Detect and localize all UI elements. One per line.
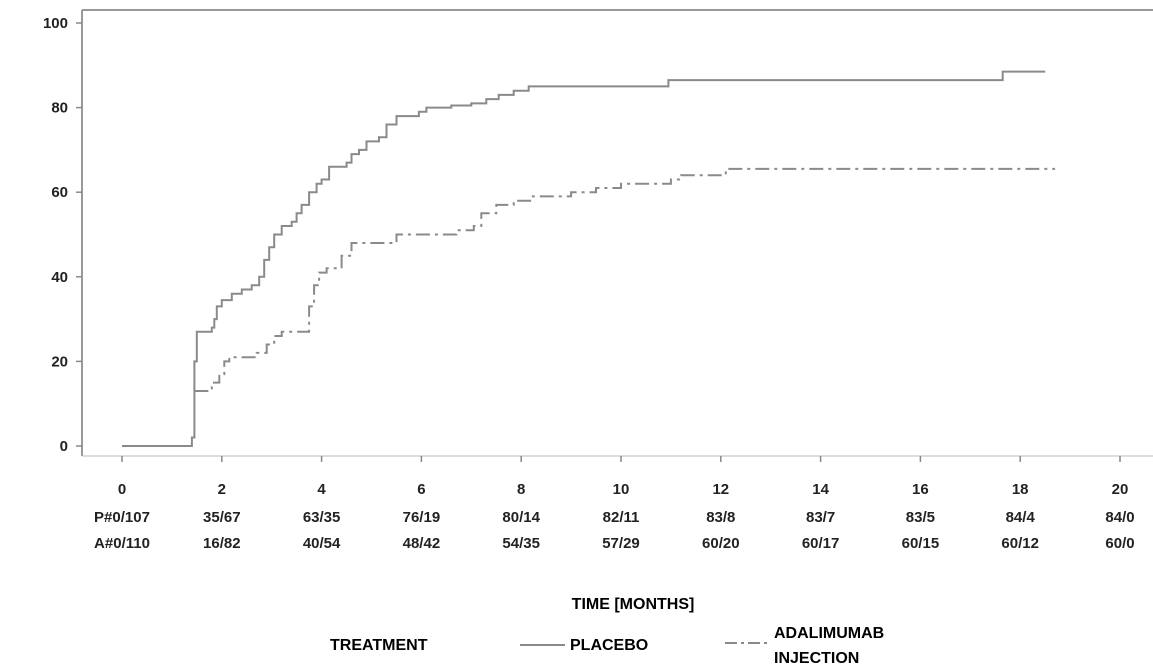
risk-cell: 60/20 — [702, 535, 740, 552]
risk-cell: 57/29 — [602, 535, 640, 552]
risk-cell: 60/0 — [1105, 535, 1134, 552]
x-axis-ticks: 0 2 4 6 8 10 12 14 16 18 20 — [118, 456, 1129, 498]
x-tick-label: 12 — [712, 481, 729, 498]
risk-cell: 48/42 — [403, 535, 441, 552]
y-axis-ticks: 0 20 40 60 80 100 — [43, 15, 82, 455]
x-tick-label: 8 — [517, 481, 525, 498]
x-tick-label: 14 — [812, 481, 829, 498]
y-tick-label: 60 — [51, 184, 68, 201]
x-axis-title: TIME [MONTHS] — [572, 596, 695, 613]
y-tick-label: 0 — [60, 438, 68, 455]
risk-cell: 82/11 — [603, 509, 640, 526]
risk-cell: 16/82 — [203, 535, 241, 552]
risk-cell: 76/19 — [403, 509, 441, 526]
y-tick-label: 40 — [51, 269, 68, 286]
risk-cell: 83/7 — [806, 509, 835, 526]
legend-label-placebo: PLACEBO — [570, 637, 648, 654]
y-tick-label: 80 — [51, 100, 68, 117]
risk-cell: 35/67 — [203, 509, 241, 526]
legend-label-injection: INJECTION — [774, 650, 859, 664]
x-tick-label: 0 — [118, 481, 126, 498]
risk-cell: 60/15 — [902, 535, 940, 552]
series-line-placebo — [122, 70, 1046, 447]
series-line-adalimumab — [194, 167, 1056, 392]
risk-cell: 80/14 — [502, 509, 540, 526]
legend-label-adalimumab: ADALIMUMAB — [774, 625, 884, 642]
risk-row-label: A#0/110 — [94, 535, 150, 552]
risk-cell: 83/5 — [906, 509, 935, 526]
risk-cell: 60/12 — [1001, 535, 1039, 552]
legend-title: TREATMENT — [330, 637, 428, 654]
y-tick-label: 20 — [51, 353, 68, 370]
y-tick-label: 100 — [43, 15, 68, 32]
x-tick-label: 2 — [218, 481, 226, 498]
risk-cell: 54/35 — [502, 535, 540, 552]
x-tick-label: 16 — [912, 481, 929, 498]
risk-cell: 84/0 — [1105, 509, 1134, 526]
x-tick-label: 20 — [1112, 481, 1129, 498]
x-tick-label: 18 — [1012, 481, 1029, 498]
risk-cell: 84/4 — [1006, 509, 1036, 526]
risk-cell: 63/35 — [303, 509, 341, 526]
x-tick-label: 6 — [417, 481, 425, 498]
series-layer — [122, 70, 1056, 447]
risk-cell: 83/8 — [706, 509, 735, 526]
x-tick-label: 10 — [613, 481, 630, 498]
risk-row-label: P#0/107 — [94, 509, 150, 526]
risk-table: P#0/107 35/67 63/35 76/19 80/14 82/11 83/8 83/7… — [94, 509, 1135, 552]
legend: TREATMENT PLACEBO ADALIMUMAB INJECTION — [330, 625, 884, 664]
x-tick-label: 4 — [317, 481, 326, 498]
risk-cell: 60/17 — [802, 535, 840, 552]
risk-cell: 40/54 — [303, 535, 341, 552]
